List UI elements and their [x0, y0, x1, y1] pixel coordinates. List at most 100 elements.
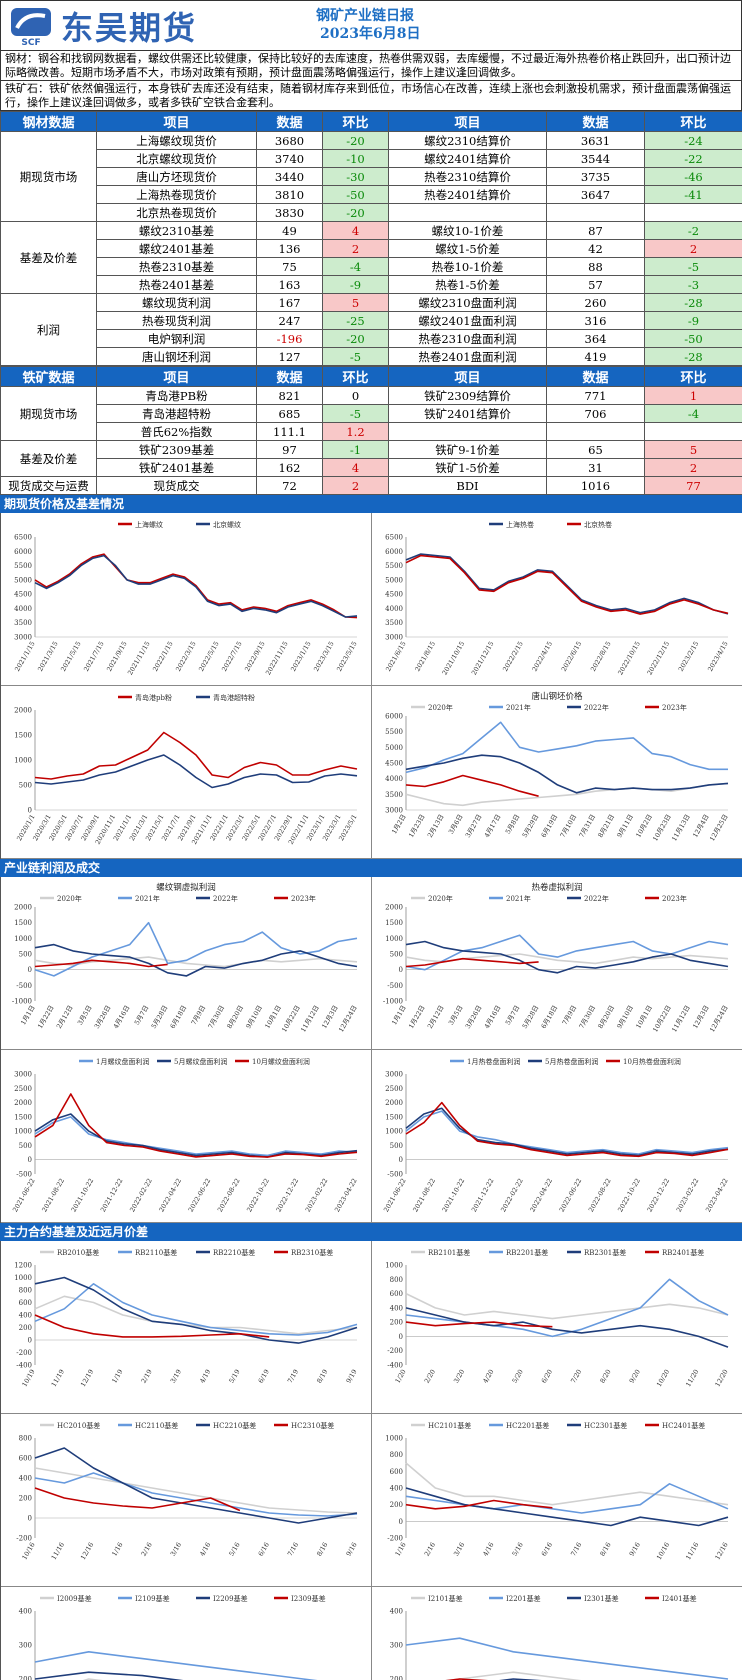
chart-billet-price: 唐山钢坯价格 2020年 2021年 2022年 2023年 3000 3500 4000 45…: [372, 686, 742, 859]
legend-label: 上海螺纹: [135, 520, 163, 529]
x-tick-label: 2022/11/15: [264, 640, 290, 676]
x-tick-label: 2022-06-22: [558, 1177, 584, 1213]
chart-hc-basis-01: HC2101基差 HC2201基差 HC2301基差 HC2401基差 -200 0 200…: [372, 1414, 742, 1587]
x-tick-label: 1月1日: [19, 1004, 37, 1026]
legend-label: 1月热卷盘面利润: [467, 1057, 520, 1066]
x-tick-label: 6月18日: [169, 1004, 189, 1030]
x-tick-label: 12月3日: [691, 1004, 711, 1030]
table-header-cell: 环比: [644, 366, 742, 387]
item-value: 3647: [546, 185, 645, 204]
legend-label: 2020年: [428, 894, 453, 903]
legend-label: 2021年: [506, 703, 531, 712]
item-name: 热卷10-1价差: [388, 257, 547, 276]
y-tick-label: 200: [19, 1324, 32, 1332]
y-tick-label: 1000: [14, 1128, 32, 1136]
item-name: 北京螺纹现货价: [96, 149, 257, 168]
item-change: -2: [644, 221, 742, 240]
x-tick-label: 2022/5/15: [197, 640, 221, 673]
table-header-cell: 铁矿数据: [0, 366, 97, 387]
item-name: 螺纹2310结算价: [388, 131, 547, 150]
logo-mark-icon: SCF: [11, 7, 51, 46]
x-tick-label: 2/16: [423, 1541, 437, 1558]
x-tick-label: 6月18日: [540, 1004, 560, 1030]
legend-label: HC2310基差: [291, 1421, 334, 1430]
x-tick-label: 9月10日: [615, 1004, 635, 1030]
item-name: 热卷2310结算价: [388, 167, 547, 186]
legend-label: 5月螺纹盘面利润: [174, 1057, 227, 1066]
x-tick-label: 1/20: [393, 1368, 407, 1385]
x-tick-label: 2022/6/15: [560, 640, 584, 673]
y-tick-label: 200: [19, 1495, 32, 1503]
x-tick-label: 7月10日: [559, 813, 579, 839]
item-name: 普氏62%指数: [96, 422, 257, 441]
item-name: 热卷2401盘面利润: [388, 347, 547, 366]
x-tick-label: 2021/1/15: [13, 640, 37, 673]
table-header-cell: 项目: [96, 111, 257, 132]
item-change: -5: [322, 404, 389, 423]
series-line: [34, 1276, 358, 1344]
chart-title: 热卷虚拟利润: [531, 882, 582, 893]
legend-label: 2021年: [135, 894, 160, 903]
y-tick-label: -1000: [12, 998, 32, 1006]
x-tick-label: 2022/12/15: [646, 640, 672, 676]
x-tick-label: 7/16: [286, 1541, 300, 1558]
x-tick-label: 2022-10-22: [616, 1177, 642, 1213]
item-name: 螺纹2310盘面利润: [388, 293, 547, 312]
x-tick-label: 2021/11/15: [126, 640, 152, 676]
x-tick-label: 7月30日: [578, 1004, 598, 1030]
legend-label: 2023年: [662, 894, 687, 903]
x-tick-label: 2021-08-22: [411, 1177, 437, 1213]
y-tick-label: 6000: [385, 713, 403, 721]
table-row: 螺纹2401基差 136 2 螺纹1-5价差 42 2: [1, 239, 742, 258]
x-tick-label: 8月20日: [225, 1004, 245, 1030]
y-tick-label: 2000: [14, 904, 32, 912]
legend-label: 2022年: [584, 703, 609, 712]
chart-rb-basis-01: RB2101基差 RB2201基差 RB2301基差 RB2401基差 -400 -200…: [372, 1241, 742, 1414]
y-tick-label: 0: [399, 1156, 403, 1164]
legend-label: HC2010基差: [57, 1421, 100, 1430]
x-tick-label: 1月22日: [36, 1004, 56, 1030]
y-tick-label: 6500: [14, 534, 32, 542]
x-tick-label: 4/19: [198, 1368, 212, 1385]
y-tick-label: 500: [390, 1142, 403, 1150]
y-tick-label: 400: [390, 1304, 403, 1312]
item-name: 螺纹现货利润: [96, 293, 257, 312]
x-tick-label: 10月1日: [263, 1004, 283, 1030]
item-change: -9: [644, 311, 742, 330]
table-row: 铁矿2401基差 162 4 铁矿1-5价差 31 2: [1, 458, 742, 477]
item-value: 3810: [256, 185, 323, 204]
y-tick-label: 4000: [14, 605, 32, 613]
x-tick-label: 5/16: [511, 1541, 525, 1558]
x-tick-label: 2022-06-22: [187, 1177, 213, 1213]
item-name: 唐山方坯现货价: [96, 167, 257, 186]
item-name: 热卷2310盘面利润: [388, 329, 547, 348]
y-tick-label: 400: [19, 1312, 32, 1320]
table-row: 青岛港超特粉 685 -5 铁矿2401结算价 706 -4: [1, 404, 742, 423]
x-tick-label: 11/19: [50, 1368, 66, 1388]
chart-row: I2009基差I2109基差I2209基差I2309基差010020030040…: [0, 1587, 742, 1680]
y-tick-label: -1000: [383, 998, 403, 1006]
x-tick-label: 2022-10-22: [245, 1177, 271, 1213]
x-tick-label: 2023-02-22: [675, 1177, 701, 1213]
series-line: [34, 1467, 358, 1514]
item-change: -50: [644, 329, 742, 348]
y-tick-label: 3000: [14, 634, 32, 642]
x-tick-label: 2022/7/15: [220, 640, 244, 673]
item-value: [546, 422, 645, 441]
series-line: [34, 1487, 241, 1512]
item-change: -30: [322, 167, 389, 186]
item-value: 127: [256, 347, 323, 366]
item-change: -10: [322, 149, 389, 168]
group-label: 期现货市场: [0, 386, 97, 441]
y-tick-label: 800: [19, 1287, 32, 1295]
x-tick-label: 11月12日: [670, 1004, 692, 1034]
x-tick-label: 12月3日: [320, 1004, 340, 1030]
legend-label: HC2401基差: [662, 1421, 705, 1430]
y-tick-label: 400: [390, 1485, 403, 1493]
x-tick-label: 5月29日: [521, 813, 541, 839]
x-tick-label: 7月31日: [578, 813, 598, 839]
item-value: 65: [546, 440, 645, 459]
legend-label: RB2210基差: [213, 1248, 255, 1257]
table-row: 上海热卷现货价 3810 -50 热卷2401结算价 3647 -41: [1, 185, 742, 204]
